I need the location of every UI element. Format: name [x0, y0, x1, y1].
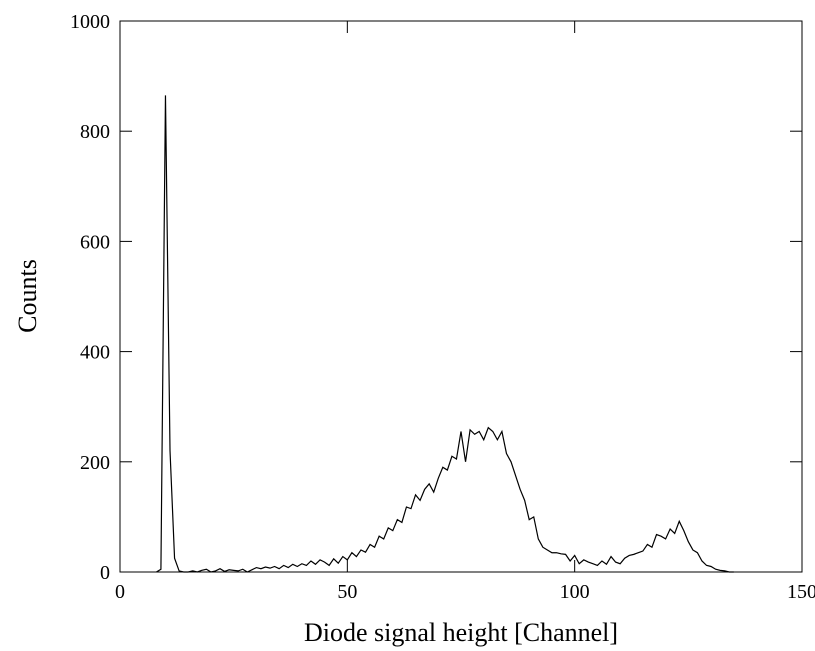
y-tick-label: 0 — [100, 562, 110, 584]
x-axis-label: Diode signal height [Channel] — [304, 618, 618, 647]
x-tick-label: 0 — [115, 581, 125, 603]
y-tick-label: 1000 — [70, 11, 110, 33]
y-tick-label: 600 — [80, 231, 110, 253]
y-axis-label: Counts — [13, 259, 42, 333]
y-tick-label: 800 — [80, 121, 110, 143]
x-tick-label: 150 — [787, 581, 815, 603]
x-tick-label: 100 — [560, 581, 590, 603]
y-tick-label: 200 — [80, 452, 110, 474]
plot-frame — [119, 20, 803, 573]
data-line — [156, 95, 734, 573]
x-tick-label: 50 — [337, 581, 357, 603]
y-tick-label: 400 — [80, 342, 110, 364]
